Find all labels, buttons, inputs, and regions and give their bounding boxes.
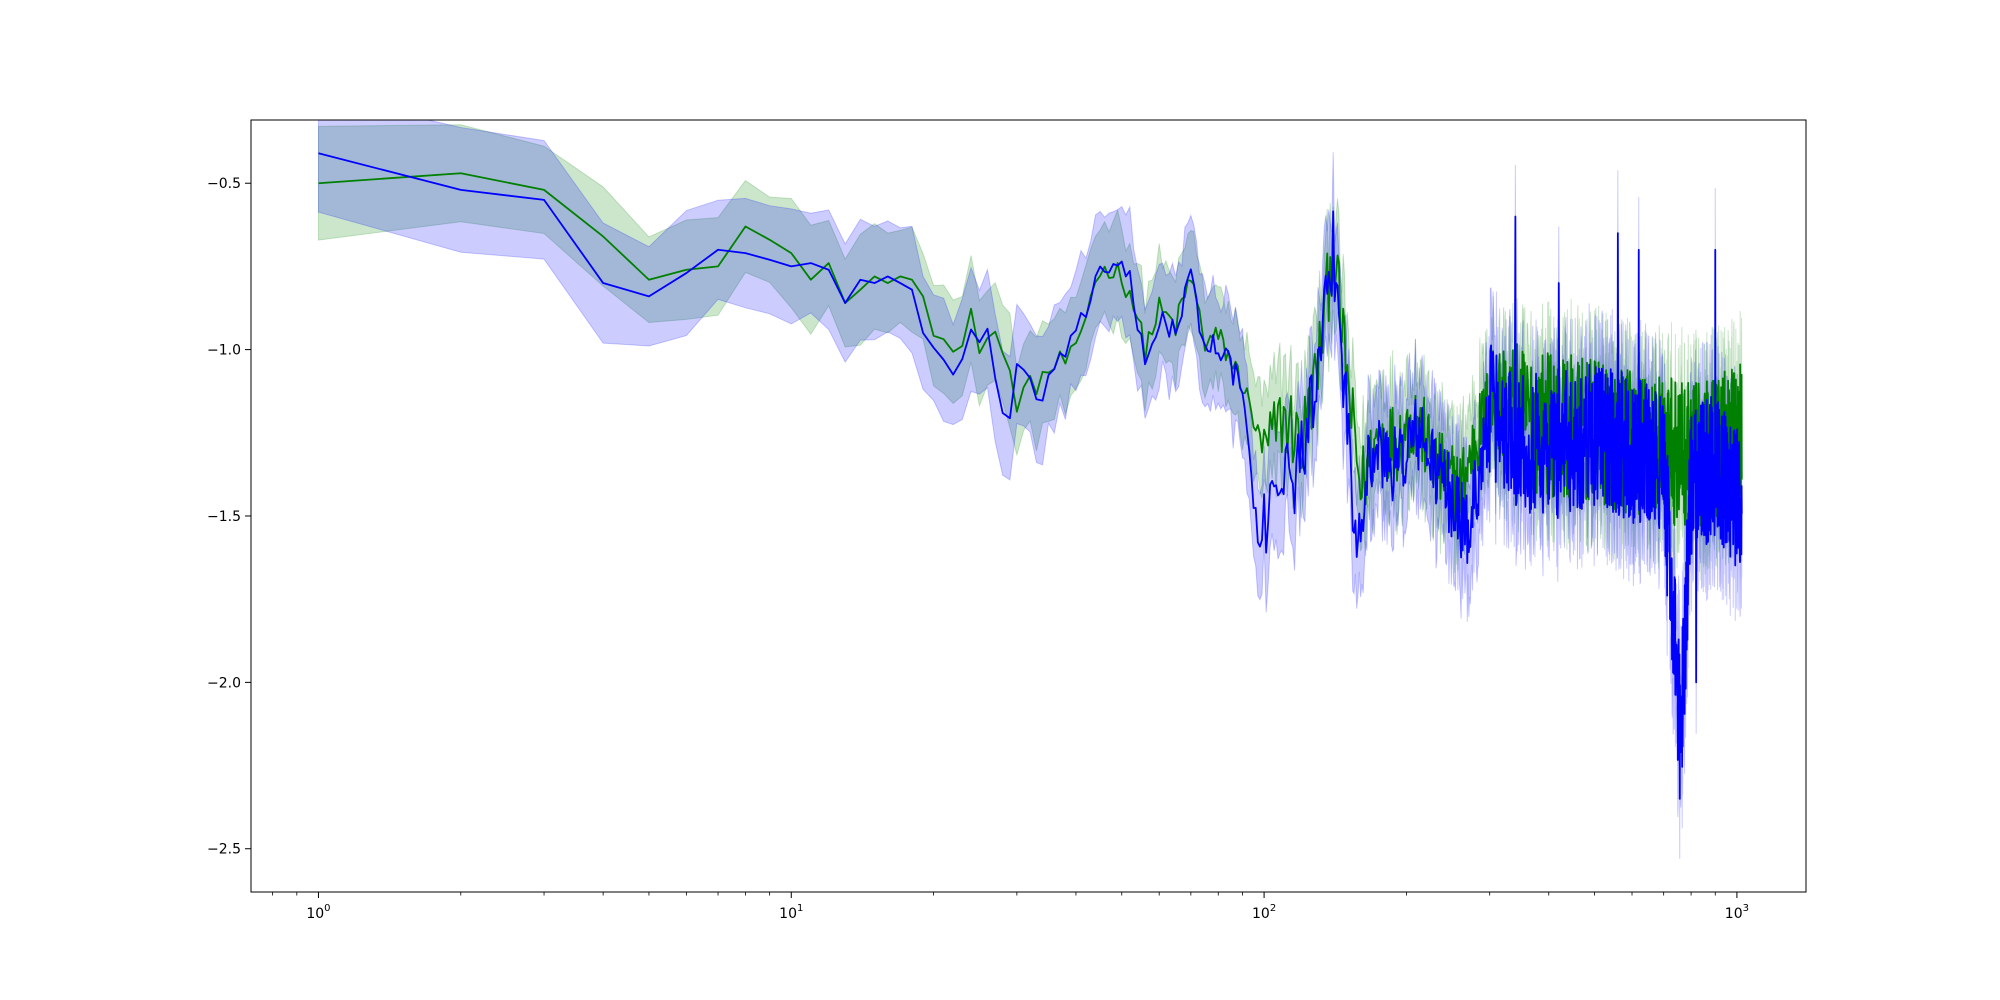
- x-tick-label: 103: [1725, 903, 1749, 922]
- series-2-line: [318, 152, 1743, 800]
- y-tick-label: −2.0: [207, 675, 241, 691]
- y-tick-label: −1.5: [207, 509, 241, 525]
- y-tick-label: −0.5: [207, 176, 241, 192]
- x-tick-label: 102: [1252, 903, 1276, 922]
- y-tick-label: −1.0: [207, 343, 241, 359]
- y-tick-label: −2.5: [207, 842, 241, 858]
- series-lines: [318, 152, 1743, 800]
- plot-frame: [250, 119, 1807, 893]
- y-axis: −0.5 −1.0 −1.5 −2.0 −2.5: [207, 176, 251, 858]
- x-tick-label: 100: [306, 903, 330, 922]
- x-axis: 100 101 102 103: [272, 892, 1749, 922]
- x-tick-label: 101: [779, 903, 803, 922]
